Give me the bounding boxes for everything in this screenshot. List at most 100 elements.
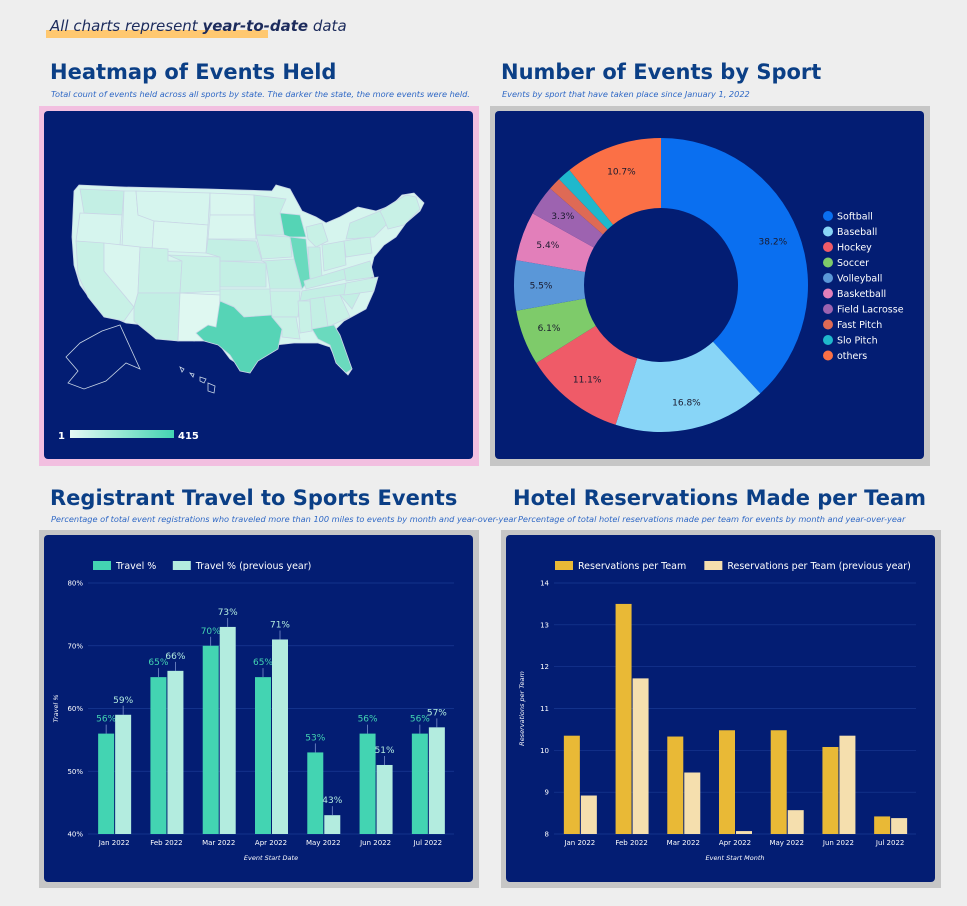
state-mississippi — [297, 300, 313, 334]
legend-swatch — [823, 335, 833, 345]
bar-data-label: 53% — [305, 733, 325, 743]
state-washington — [79, 188, 125, 216]
donut-slice-label: 3.3% — [551, 212, 574, 222]
y-axis-label: Travel % — [52, 694, 60, 722]
travel-bar-chart: 40% 50% 60% 70% 80% Travel % 56% 59% Jan 2022 65%… — [52, 561, 454, 862]
bar-current[interactable] — [150, 677, 167, 834]
bar-current[interactable] — [307, 752, 324, 834]
donut-slice-volleyball[interactable] — [514, 260, 586, 311]
y-tick-label: 11 — [540, 705, 549, 713]
bar-data-label: 71% — [270, 620, 290, 630]
donut-slice-label: 5.5% — [530, 281, 553, 291]
bar-current[interactable] — [770, 730, 787, 834]
y-tick-label: 80% — [67, 580, 83, 588]
bar-current[interactable] — [411, 733, 428, 834]
legend-swatch — [823, 257, 833, 268]
legend-item-hockey[interactable]: Hockey — [837, 243, 872, 254]
legend-item[interactable]: Travel % — [115, 561, 156, 572]
legend-item[interactable]: Reservations per Team (previous year) — [727, 561, 911, 572]
state-ohio — [321, 240, 347, 272]
bar-previous[interactable] — [736, 831, 752, 834]
bar-current[interactable] — [615, 603, 632, 834]
travel-subtitle: Percentage of total event registrations … — [51, 514, 517, 524]
legend-item[interactable]: Travel % (previous year) — [195, 561, 312, 572]
state-louisiana — [271, 316, 301, 340]
legend-item-soccer[interactable]: Soccer — [837, 258, 869, 269]
legend-item-volleyball[interactable]: Volleyball — [837, 274, 882, 285]
donut-slice-slo-pitch[interactable] — [559, 169, 614, 230]
x-tick-label: Jul 2022 — [413, 839, 443, 847]
y-tick-label: 9 — [545, 789, 549, 797]
bar-current[interactable] — [98, 733, 115, 834]
hawaii — [179, 366, 216, 394]
bar-current[interactable] — [202, 645, 219, 834]
donut-slice-softball[interactable] — [661, 138, 808, 394]
bar-current[interactable] — [563, 735, 580, 834]
bar-previous[interactable] — [167, 670, 184, 834]
donut-slice-fast-pitch[interactable] — [550, 179, 608, 235]
hotel-panel[interactable]: 8 9 10 11 12 13 14 Reservations per Team Jan 202… — [506, 535, 935, 882]
bar-previous[interactable] — [115, 714, 132, 834]
x-tick-label: May 2022 — [769, 839, 804, 847]
legend-item-baseball[interactable]: Baseball — [837, 227, 877, 238]
x-tick-label: Apr 2022 — [255, 839, 287, 847]
x-tick-label: Jan 2022 — [563, 839, 595, 847]
y-tick-label: 8 — [545, 831, 549, 839]
x-tick-label: Jan 2022 — [98, 839, 130, 847]
heatmap-title: Heatmap of Events Held — [50, 60, 337, 84]
legend-item[interactable]: Reservations per Team — [578, 561, 686, 572]
legend-item-field-lacrosse[interactable]: Field Lacrosse — [837, 305, 904, 316]
donut-slice-field-lacrosse[interactable] — [532, 188, 603, 248]
donut-slice-basketball[interactable] — [516, 213, 594, 272]
bar-current[interactable] — [874, 816, 891, 834]
heatmap-legend-bar — [70, 430, 174, 438]
donut-slice-soccer[interactable] — [516, 298, 596, 363]
banner-highlight — [46, 30, 268, 38]
legend-item-softball[interactable]: Softball — [837, 212, 873, 223]
banner-suffix: data — [308, 17, 347, 35]
legend-item-others[interactable]: others — [837, 351, 867, 362]
legend-item-fast-pitch[interactable]: Fast Pitch — [837, 320, 882, 331]
bar-previous[interactable] — [272, 639, 288, 834]
legend-swatch — [704, 561, 723, 570]
bar-previous[interactable] — [839, 735, 856, 834]
legend-item-basketball[interactable]: Basketball — [837, 289, 886, 300]
bar-current[interactable] — [822, 746, 839, 834]
donut-panel[interactable]: 38.2% 16.8% 11.1% 6.1% 5.5% 5.4% 3.3% 10.7% Soft… — [495, 111, 924, 459]
bar-current[interactable] — [719, 730, 735, 834]
bar-data-label: 73% — [218, 608, 238, 618]
legend-swatch — [823, 211, 833, 221]
state-arkansas — [269, 290, 301, 318]
heatmap-panel[interactable]: 1 415 — [44, 111, 473, 459]
bar-previous[interactable] — [580, 795, 597, 834]
bar-previous[interactable] — [324, 815, 341, 834]
bar-previous[interactable] — [891, 818, 908, 834]
bar-current[interactable] — [667, 736, 684, 834]
y-tick-label: 60% — [67, 705, 83, 713]
donut-slice-hockey[interactable] — [536, 325, 638, 425]
legend-swatch — [172, 561, 191, 570]
bar-previous[interactable] — [632, 678, 649, 834]
bar-previous[interactable] — [219, 626, 236, 834]
y-tick-label: 70% — [67, 642, 83, 650]
travel-panel[interactable]: 40% 50% 60% 70% 80% Travel % 56% 59% Jan 2022 65%… — [44, 535, 473, 882]
bar-data-label: 70% — [201, 627, 221, 637]
state-arizona — [133, 292, 181, 342]
bar-previous[interactable] — [376, 764, 393, 834]
donut-slice-baseball[interactable] — [615, 341, 761, 432]
legend-item-slo-pitch[interactable]: Slo Pitch — [837, 336, 878, 347]
state-north-carolina — [343, 276, 379, 296]
bar-current[interactable] — [359, 733, 376, 834]
legend-swatch — [823, 350, 833, 361]
legend-swatch — [823, 226, 833, 237]
bar-previous[interactable] — [684, 772, 701, 834]
bar-previous[interactable] — [787, 810, 804, 834]
hotel-bar-chart: 8 9 10 11 12 13 14 Reservations per Team Jan 202… — [518, 561, 916, 862]
heatmap-subtitle: Total count of events held across all sp… — [51, 89, 470, 99]
bar-current[interactable] — [255, 677, 271, 834]
banner-prefix: All charts represent — [50, 17, 203, 35]
legend-swatch — [93, 561, 111, 570]
donut-slice-label: 38.2% — [759, 238, 788, 248]
bar-previous[interactable] — [428, 727, 445, 834]
donut-slice-others[interactable] — [569, 138, 661, 225]
